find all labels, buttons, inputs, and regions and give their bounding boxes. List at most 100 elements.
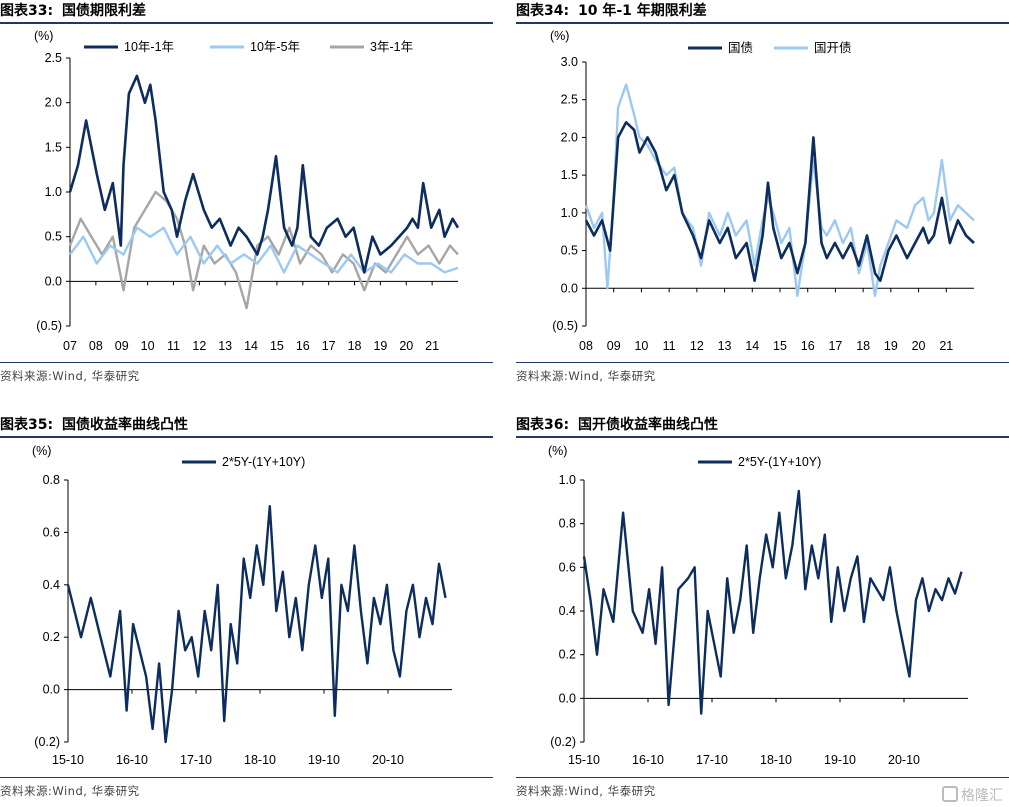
chart-34-plot: (%) 3.0 2.5 2.0 1.5 1.0 0.5 0.0 (0.5)08 09 10 11 12 1… <box>550 29 975 353</box>
y-tick-label: 2.5 <box>561 93 578 107</box>
chart-panel-33: 图表33: 国债期限利差 (%) 2.5 2.0 1.5 1.0 0.5 0.0 (0.5) 07… <box>0 0 493 390</box>
series-line <box>584 83 975 297</box>
x-tick-label: 19-10 <box>824 753 856 767</box>
x-tick-label: 11 <box>663 339 676 353</box>
y-tick-label: 0.0 <box>559 691 576 705</box>
y-tick-label: 0.0 <box>45 274 62 288</box>
x-tick-label: 20-10 <box>888 753 920 767</box>
y-axis-label: (%) <box>550 29 569 43</box>
x-tick-label: 15 <box>270 339 284 353</box>
x-tick-label: 13 <box>218 339 232 353</box>
y-tick-label: 0.2 <box>43 630 60 644</box>
x-tick-label: 18-10 <box>244 753 276 767</box>
x-tick-label: 09 <box>607 339 621 353</box>
x-tick-label: 20 <box>912 339 926 353</box>
x-tick-label: 16-10 <box>632 753 664 767</box>
source-rule <box>516 777 1009 778</box>
x-tick-label: 12 <box>192 339 206 353</box>
title-rule <box>516 22 1009 24</box>
series-line <box>68 74 460 274</box>
watermark-logo-icon <box>942 786 958 802</box>
title-rule <box>0 436 493 438</box>
y-tick-label: 0.8 <box>43 473 60 487</box>
x-tick-label: 18 <box>856 339 870 353</box>
y-tick-label: 1.0 <box>45 185 62 199</box>
y-tick-label: 0.0 <box>561 281 578 295</box>
y-tick-label: 0.6 <box>559 560 576 574</box>
x-tick-label: 15-10 <box>568 753 600 767</box>
x-tick-label: 11 <box>167 339 180 353</box>
legend-label: 国债 <box>728 41 753 55</box>
legend-label: 国开债 <box>814 41 852 55</box>
source-rule <box>0 777 493 778</box>
y-tick-label: 0.2 <box>559 648 576 662</box>
y-tick-label: 0.5 <box>45 230 62 244</box>
y-tick-label: 0.6 <box>43 525 60 539</box>
series-line <box>66 504 447 744</box>
y-tick-label: (0.2) <box>550 735 576 749</box>
x-tick-label: 21 <box>425 339 439 353</box>
chart-title-text: 10 年-1 年期限利差 <box>578 3 707 19</box>
y-tick-label: 0.0 <box>43 683 60 697</box>
y-tick-label: 0.4 <box>43 578 60 592</box>
x-tick-label: 08 <box>579 339 593 353</box>
chart-33-plot: (%) 2.5 2.0 1.5 1.0 0.5 0.0 (0.5)07 08 09 10 11 12 13… <box>34 29 460 353</box>
x-tick-label: 15-10 <box>52 753 84 767</box>
chart-source: 资料来源:Wind, 华泰研究 <box>0 784 140 798</box>
legend-label: 10年-5年 <box>250 40 300 54</box>
x-tick-label: 08 <box>89 339 103 353</box>
chart-35-plot: (%) 0.8 0.6 0.4 0.2 0.0 (0.2) 15-10 16-10 17-10 18… <box>32 444 452 767</box>
chart-source: 资料来源:Wind, 华泰研究 <box>0 369 140 383</box>
chart-number: 图表35: <box>0 417 54 433</box>
y-tick-label: 1.5 <box>561 168 578 182</box>
x-tick-label: 19-10 <box>308 753 340 767</box>
y-tick-label: 1.0 <box>559 473 576 487</box>
legend-label: 2*5Y-(1Y+10Y) <box>738 455 821 469</box>
x-tick-label: 20-10 <box>372 753 404 767</box>
y-tick-label: (0.5) <box>552 319 578 333</box>
x-tick-label: 15 <box>773 339 787 353</box>
title-rule <box>0 22 493 24</box>
chart-title: 图表33: 国债期限利差 <box>0 1 493 21</box>
y-tick-label: 1.5 <box>45 140 62 154</box>
x-tick-label: 10 <box>141 339 155 353</box>
y-axis-label: (%) <box>34 29 53 43</box>
chart-source: 资料来源:Wind, 华泰研究 <box>516 784 656 798</box>
x-tick-label: 16 <box>801 339 815 353</box>
chart-title: 图表34: 10 年-1 年期限利差 <box>516 1 1009 21</box>
series-line <box>69 226 459 274</box>
watermark-text: 格隆汇 <box>961 788 1003 804</box>
chart-title-text: 国债收益率曲线凸性 <box>62 417 188 433</box>
x-tick-label: 17 <box>322 339 336 353</box>
legend-label: 10年-1年 <box>124 40 174 54</box>
y-tick-label: (0.5) <box>36 319 62 333</box>
y-tick-label: 0.4 <box>559 604 576 618</box>
y-tick-label: 1.0 <box>561 206 578 220</box>
x-tick-label: 14 <box>244 339 258 353</box>
x-tick-label: 17 <box>828 339 842 353</box>
y-tick-label: 0.5 <box>561 244 578 258</box>
chart-title-text: 国债期限利差 <box>62 3 146 19</box>
x-tick-label: 18-10 <box>760 753 792 767</box>
x-tick-label: 09 <box>115 339 129 353</box>
x-tick-label: 14 <box>745 339 759 353</box>
y-tick-label: 0.8 <box>559 517 576 531</box>
y-tick-label: 2.0 <box>561 130 578 144</box>
x-tick-label: 16-10 <box>116 753 148 767</box>
x-tick-label: 20 <box>399 339 413 353</box>
x-tick-label: 13 <box>718 339 732 353</box>
y-axis-label: (%) <box>32 444 51 458</box>
source-rule <box>516 362 1009 363</box>
chart-panel-34: 图表34: 10 年-1 年期限利差 (%) 3.0 2.5 2.0 1.5 1.0 0.5 0… <box>516 0 1009 390</box>
series-line <box>584 121 975 282</box>
series-line <box>582 489 963 715</box>
x-tick-label: 12 <box>690 339 704 353</box>
legend-label: 3年-1年 <box>370 40 413 54</box>
series-line <box>68 190 459 310</box>
source-rule <box>0 362 493 363</box>
y-axis-label: (%) <box>548 444 567 458</box>
watermark: 格隆汇 <box>942 785 1003 805</box>
chart-source: 资料来源:Wind, 华泰研究 <box>516 369 656 383</box>
x-tick-label: 10 <box>634 339 648 353</box>
chart-panel-36: 图表36: 国开债收益率曲线凸性 (%) 1.0 0.8 0.6 0.4 0.2 0.0 (0.… <box>516 414 1009 807</box>
